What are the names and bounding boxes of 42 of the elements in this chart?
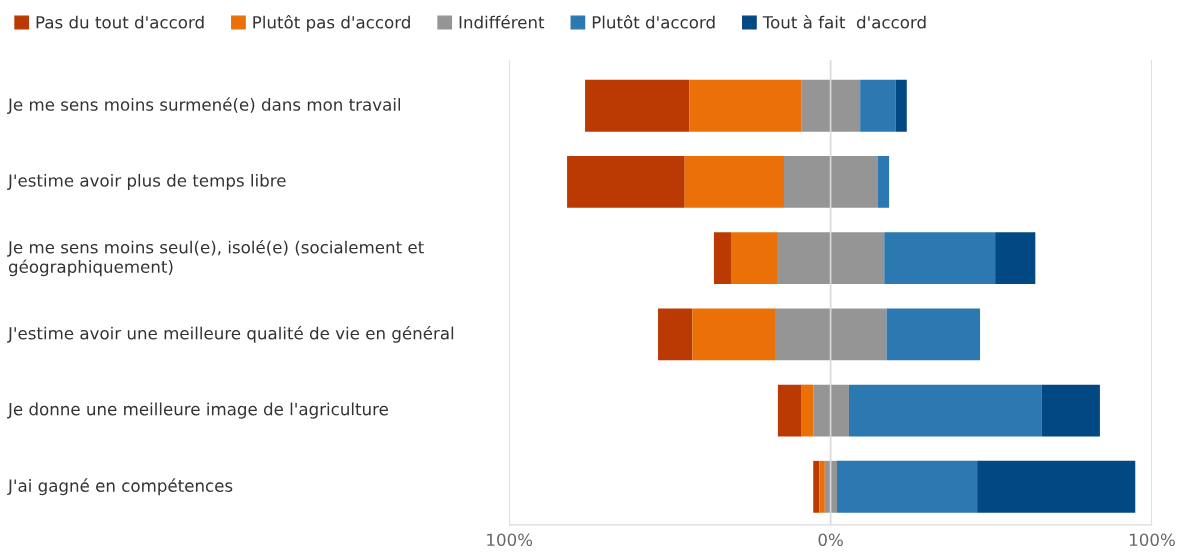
bar bbox=[977, 460, 1136, 513]
bar bbox=[877, 156, 890, 208]
bar bbox=[777, 384, 802, 437]
bar bbox=[684, 156, 784, 208]
bar bbox=[813, 460, 820, 513]
bar bbox=[895, 79, 907, 132]
bar bbox=[801, 79, 861, 132]
bar bbox=[995, 232, 1036, 285]
bar bbox=[819, 460, 825, 513]
x-tick-label: 0% bbox=[818, 533, 843, 547]
bar bbox=[884, 232, 996, 285]
bar bbox=[886, 308, 981, 361]
bar bbox=[1041, 384, 1100, 437]
x-tick-label: 100% bbox=[487, 533, 533, 547]
y-tick-label: J'estime avoir une meilleure qualité de vie en général bbox=[7, 325, 454, 343]
bar bbox=[813, 384, 849, 437]
bar bbox=[689, 79, 802, 132]
bar bbox=[658, 308, 693, 361]
bar bbox=[824, 460, 838, 513]
bar bbox=[837, 460, 978, 513]
y-tick-label: J'estime avoir plus de temps libre bbox=[7, 173, 286, 191]
bar bbox=[777, 232, 885, 285]
y-tick-label: Je donne une meilleure image de l'agriculture bbox=[7, 402, 388, 419]
bar bbox=[848, 384, 1042, 437]
legend-label: Tout à fait d'accord bbox=[762, 15, 926, 29]
y-tick-label: J'ai gagné en compétences bbox=[7, 478, 233, 496]
bar bbox=[585, 79, 690, 132]
legend-label: Pas du tout d'accord bbox=[36, 15, 204, 29]
bar bbox=[801, 384, 814, 437]
bar bbox=[860, 79, 896, 132]
bar bbox=[730, 232, 778, 285]
legend-label: Indifférent bbox=[459, 15, 545, 29]
bar bbox=[692, 308, 775, 361]
bar bbox=[784, 156, 878, 208]
legend-label: Plutôt pas d'accord bbox=[253, 15, 410, 32]
bar bbox=[775, 308, 887, 361]
bar bbox=[567, 156, 685, 208]
x-tick-label: 100% bbox=[1129, 533, 1175, 547]
bar bbox=[713, 232, 731, 285]
y-tick-label: Je me sens moins surmené(e) dans mon travail bbox=[7, 97, 401, 114]
legend-label: Plutôt d'accord bbox=[592, 15, 715, 29]
y-tick-label: Je me sens moins seul(e), isolé(e) (socialement et géographiquement) bbox=[7, 239, 424, 277]
